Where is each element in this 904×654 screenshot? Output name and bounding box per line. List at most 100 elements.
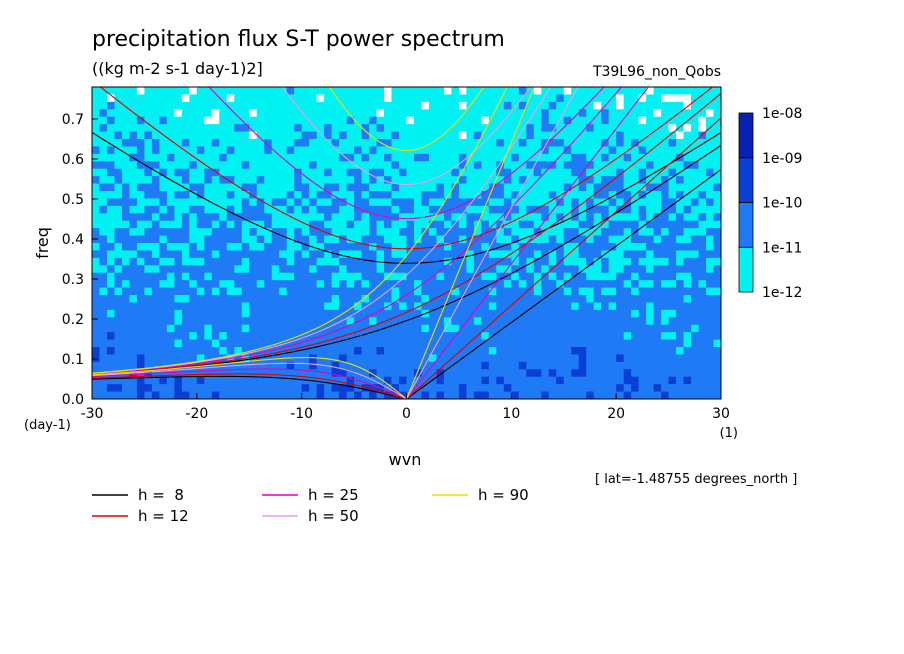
field-cell <box>346 302 355 311</box>
field-cell <box>271 183 280 192</box>
field-cell <box>151 153 160 162</box>
field-cell <box>384 369 393 378</box>
field-cell <box>518 280 527 289</box>
field-cell <box>174 295 183 304</box>
field-cell <box>174 376 183 385</box>
field-cell <box>234 124 243 133</box>
field-cell <box>144 139 153 148</box>
field-cell <box>354 228 363 237</box>
field-cell <box>346 205 355 214</box>
field-cell <box>713 369 721 378</box>
field-cell <box>526 131 535 140</box>
field-cell <box>698 354 707 363</box>
field-cell <box>249 235 258 244</box>
field-cell <box>481 391 490 399</box>
field-cell <box>593 146 602 155</box>
field-cell <box>556 324 565 333</box>
field-cell <box>488 354 497 363</box>
field-cell <box>249 161 258 170</box>
field-cell <box>136 168 146 177</box>
field-cell <box>129 287 138 296</box>
field-cell <box>668 332 677 341</box>
field-cell <box>413 295 423 304</box>
field-cell <box>683 332 692 341</box>
field-cell <box>533 198 542 207</box>
field-cell <box>428 183 438 192</box>
field-cell <box>279 317 288 326</box>
field-cell <box>698 198 707 207</box>
field-cell <box>526 101 535 110</box>
field-cell <box>114 116 123 125</box>
field-cell <box>458 176 468 185</box>
field-cell <box>376 205 385 214</box>
field-cell <box>466 347 475 356</box>
field-cell <box>99 347 108 356</box>
field-cell <box>661 94 670 103</box>
field-cell <box>593 339 602 348</box>
field-cell <box>219 272 228 281</box>
field-cell <box>473 191 482 200</box>
field-cell <box>488 116 497 125</box>
field-cell <box>376 198 385 207</box>
field-cell <box>339 168 348 177</box>
field-cell <box>428 354 438 363</box>
field-cell <box>346 354 355 363</box>
field-cell <box>706 257 715 266</box>
field-cell <box>548 235 557 244</box>
field-cell <box>264 124 273 133</box>
field-cell <box>241 243 250 252</box>
field-cell <box>106 302 116 311</box>
field-cell <box>638 94 647 103</box>
field-cell <box>556 347 565 356</box>
field-cell <box>451 101 460 110</box>
field-cell <box>196 183 205 192</box>
field-cell <box>436 309 445 318</box>
field-cell <box>436 220 445 229</box>
field-cell <box>226 183 235 192</box>
field-cell <box>623 339 632 348</box>
field-cell <box>541 235 550 244</box>
field-cell <box>706 339 715 348</box>
field-cell <box>698 124 707 133</box>
field-cell <box>638 332 647 341</box>
field-cell <box>279 391 288 399</box>
field-cell <box>646 369 655 378</box>
field-cell <box>369 317 378 326</box>
field-cell <box>511 265 520 274</box>
field-cell <box>114 153 123 162</box>
x-axis-ticks: -30 -20 -10 0 10 20 30 <box>81 393 730 422</box>
field-cell <box>661 295 670 304</box>
field-cell <box>391 347 400 356</box>
field-cell <box>121 101 131 110</box>
field-cell <box>578 139 587 148</box>
field-cell <box>136 87 146 96</box>
field-cell <box>541 153 550 162</box>
field-cell <box>369 220 378 229</box>
field-cell <box>676 257 685 266</box>
field-cell <box>166 101 175 110</box>
field-cell <box>189 250 198 259</box>
field-cell <box>339 176 348 185</box>
field-cell <box>518 198 527 207</box>
field-cell <box>354 191 363 200</box>
field-cell <box>301 272 310 281</box>
field-cell <box>496 198 505 207</box>
field-cell <box>698 376 707 385</box>
field-cell <box>189 272 198 281</box>
field-cell <box>219 198 228 207</box>
field-cell <box>316 116 325 125</box>
field-cell <box>616 265 625 274</box>
field-cell <box>346 324 355 333</box>
field-cell <box>369 354 378 363</box>
field-cell <box>593 272 602 281</box>
field-cell <box>548 183 557 192</box>
field-cell <box>159 332 168 341</box>
field-cell <box>99 391 108 399</box>
field-cell <box>661 257 670 266</box>
field-cell <box>436 109 445 118</box>
field-cell <box>144 153 153 162</box>
field-cell <box>428 176 438 185</box>
field-cell <box>369 146 378 155</box>
field-cell <box>211 332 220 341</box>
field-cell <box>503 339 512 348</box>
